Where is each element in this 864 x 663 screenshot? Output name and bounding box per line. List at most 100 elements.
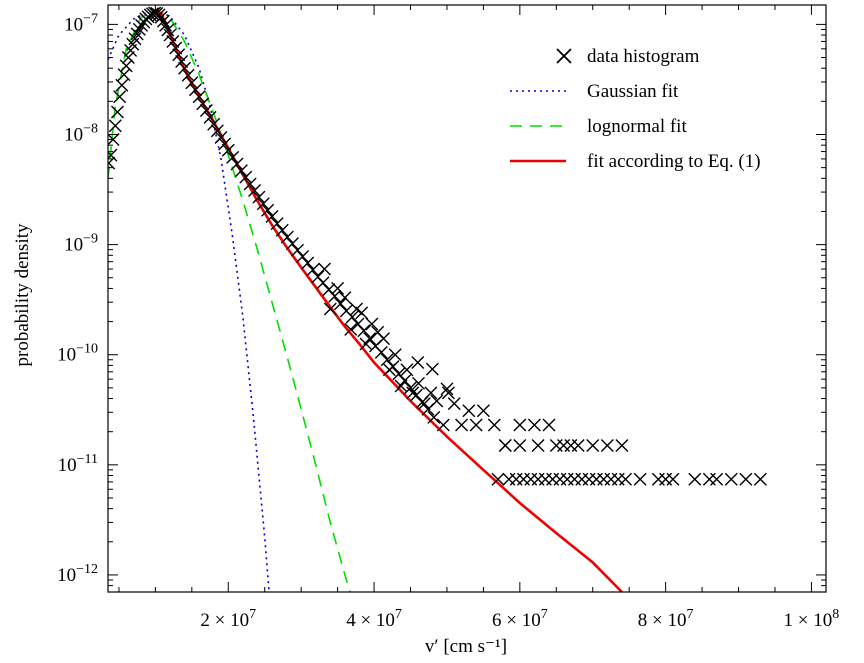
y-tick-exponent: −7	[83, 11, 98, 26]
data-point	[117, 68, 131, 82]
data-point	[412, 376, 426, 390]
x-tick-label: 4 × 107	[346, 607, 402, 631]
x-tick-exponent: 7	[541, 607, 548, 622]
x-tick-mantissa: 1 × 10	[784, 610, 833, 631]
data-point	[175, 55, 189, 69]
x-tick-mantissa: 6 × 10	[492, 610, 541, 631]
data-point	[323, 302, 337, 316]
data-point	[178, 61, 192, 75]
y-axis-label: probability density	[12, 223, 33, 367]
y-tick-base: 10	[64, 235, 83, 256]
data-point	[710, 472, 724, 486]
data-point	[753, 472, 767, 486]
data-point	[243, 177, 257, 191]
x-tick-label: 1 × 108	[784, 607, 840, 631]
series-line-fit	[155, 8, 623, 592]
data-point	[586, 438, 600, 452]
data-point	[317, 262, 331, 276]
x-axis-label: v′ [cm s⁻¹]	[425, 636, 507, 657]
y-tick-exponent: −12	[76, 562, 98, 577]
data-point	[110, 105, 124, 119]
data-point	[226, 150, 240, 164]
y-tick-label: 10−10	[57, 342, 98, 366]
data-point	[344, 322, 358, 336]
data-point	[377, 332, 391, 346]
data-point	[301, 256, 315, 270]
x-tick-exponent: 8	[832, 607, 839, 622]
data-point	[270, 217, 284, 231]
data-point	[130, 27, 144, 41]
data-point	[571, 438, 585, 452]
data-point	[113, 90, 127, 104]
data-point	[261, 203, 275, 217]
data-point	[440, 382, 454, 396]
data-point	[230, 157, 244, 171]
data-point	[513, 418, 527, 432]
data-point	[411, 355, 425, 369]
y-tick-base: 10	[58, 455, 77, 476]
data-point	[252, 190, 266, 204]
series-line-lognormal	[108, 9, 351, 592]
data-point	[374, 345, 388, 359]
data-point	[441, 386, 455, 400]
legend: data histogram Gaussian fit lognormal fit f…	[510, 46, 761, 172]
data-point	[436, 418, 450, 432]
data-point	[185, 76, 199, 90]
data-point	[619, 472, 633, 486]
y-tick-label: 10−9	[64, 232, 98, 256]
data-point	[455, 418, 469, 432]
data-point	[406, 386, 420, 400]
y-tick-base: 10	[64, 14, 83, 35]
data-point	[487, 418, 501, 432]
data-point	[427, 410, 441, 424]
y-tick-base: 10	[57, 565, 76, 586]
data-point	[542, 418, 556, 432]
data-point	[425, 362, 439, 376]
data-point	[363, 332, 377, 346]
data-point	[666, 472, 680, 486]
data-point	[306, 263, 320, 277]
data-point	[239, 170, 253, 184]
data-point	[108, 119, 122, 133]
data-point	[108, 133, 120, 147]
data-point	[527, 418, 541, 432]
data-point	[203, 110, 217, 124]
data-point	[132, 22, 146, 36]
data-point	[181, 68, 195, 82]
data-point	[108, 148, 118, 162]
data-point	[285, 237, 299, 251]
legend-label: Gaussian fit	[587, 81, 679, 102]
y-tick-exponent: −8	[83, 122, 98, 137]
plot-frame	[107, 4, 827, 593]
y-tick-base: 10	[64, 125, 83, 146]
data-point	[380, 353, 394, 367]
y-tick-exponent: −9	[83, 232, 98, 247]
data-point	[394, 379, 408, 393]
x-tick-exponent: 7	[249, 607, 256, 622]
y-tick-exponent: −10	[76, 342, 98, 357]
y-tick-label: 10−8	[64, 122, 98, 146]
data-point	[338, 291, 352, 305]
data-point	[166, 34, 180, 48]
data-point	[359, 337, 373, 351]
x-tick-label: 8 × 107	[638, 607, 694, 631]
data-point	[357, 324, 371, 338]
data-point	[280, 230, 294, 244]
data-point	[476, 404, 490, 418]
data-point	[724, 472, 738, 486]
data-point	[739, 472, 753, 486]
data-point	[365, 317, 379, 331]
data-point	[172, 48, 186, 62]
data-point	[498, 438, 512, 452]
data-point	[169, 41, 183, 55]
x-tick-exponent: 7	[395, 607, 402, 622]
plot-area	[108, 6, 767, 592]
data-point	[531, 438, 545, 452]
y-tick-base: 10	[57, 345, 76, 366]
x-tick-label: 6 × 107	[492, 607, 548, 631]
data-point	[188, 83, 202, 97]
x-tick-mantissa: 4 × 10	[346, 610, 395, 631]
data-point	[156, 14, 170, 28]
